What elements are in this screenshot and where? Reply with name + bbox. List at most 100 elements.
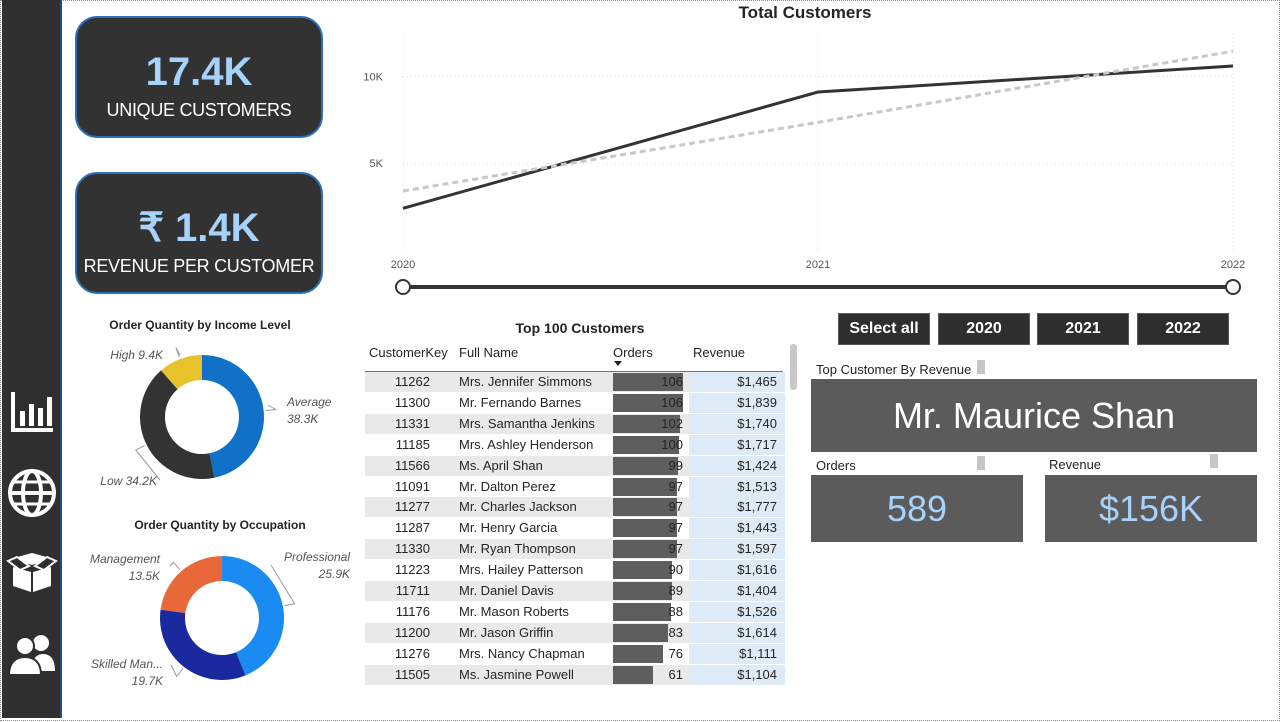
slider-handle-start[interactable] xyxy=(395,279,411,295)
cell-orders: 102 xyxy=(661,415,683,431)
cell-fullname: Mr. Fernando Barnes xyxy=(459,394,582,410)
cell-fullname: Mrs. Jennifer Simmons xyxy=(459,374,592,389)
cell-orders: 100 xyxy=(661,436,683,452)
donut-label: 38.3K xyxy=(287,412,319,426)
revenue-per-customer-value: ₹ 1.4K xyxy=(138,206,260,250)
series-line[interactable] xyxy=(402,49,1234,193)
header-customerkey[interactable]: CustomerKey xyxy=(369,345,448,360)
orders-data-bar xyxy=(613,477,678,496)
cell-fullname: Ms. April Shan xyxy=(459,457,543,473)
cell-fullname: Mr. Henry Garcia xyxy=(459,520,558,536)
revenue-cell-background xyxy=(689,476,785,497)
cell-orders: 106 xyxy=(661,394,683,410)
cell-revenue: $1,717 xyxy=(737,436,777,452)
table-row[interactable]: 11185 Mrs. Ashley Henderson 100 $1,717 xyxy=(365,434,785,455)
revenue-cell-background xyxy=(689,518,785,539)
orders-data-bar xyxy=(613,561,673,580)
orders-card-value: 589 xyxy=(811,475,1023,542)
revenue-cell-background xyxy=(689,664,785,685)
donut-slice[interactable] xyxy=(160,556,222,613)
leader-line xyxy=(265,404,278,412)
donut-label: 19.7K xyxy=(132,674,164,688)
visual-header-marker xyxy=(977,456,985,470)
donut-label: Professional xyxy=(284,550,350,564)
cell-fullname: Mrs. Ashley Henderson xyxy=(459,436,594,452)
total-customers-line-chart[interactable]: 5K 10K 2020 2021 2022 xyxy=(355,25,1255,305)
donut-label: Low 34.2K xyxy=(100,474,158,488)
filter-select-all-button[interactable]: Select all xyxy=(838,313,930,345)
cell-revenue: $1,404 xyxy=(737,583,777,598)
cell-customerkey: 11711 xyxy=(395,583,430,598)
table-row[interactable]: 11223 Mrs. Hailey Patterson 90 $1,616 xyxy=(365,560,785,581)
donut-slice[interactable] xyxy=(160,609,246,680)
table-row[interactable]: 11331 Mrs. Samantha Jenkins 102 $1,740 xyxy=(365,413,785,434)
revenue-cell-background xyxy=(689,601,785,622)
table-scrollbar[interactable] xyxy=(790,344,797,390)
table-row[interactable]: 11505 Ms. Jasmine Powell 61 $1,104 xyxy=(365,664,785,685)
table-row[interactable]: 11277 Mr. Charles Jackson 97 $1,777 xyxy=(365,497,785,518)
donut-slice[interactable] xyxy=(202,355,265,478)
orders-data-bar xyxy=(613,582,672,600)
cell-orders: 97 xyxy=(668,478,683,494)
revenue-cell-background xyxy=(689,560,785,581)
orders-data-bar xyxy=(613,435,680,454)
cell-customerkey: 11277 xyxy=(394,499,430,515)
cell-customerkey: 11276 xyxy=(394,645,430,661)
globe-icon[interactable] xyxy=(5,466,59,520)
cell-revenue: $1,424 xyxy=(737,457,777,473)
table-row[interactable]: 11300 Mr. Fernando Barnes 106 $1,839 xyxy=(365,392,785,413)
cell-customerkey: 11505 xyxy=(394,666,430,682)
cell-orders: 90 xyxy=(668,562,683,578)
header-fullname[interactable]: Full Name xyxy=(459,345,519,360)
donut-slice[interactable] xyxy=(222,556,284,676)
box-icon[interactable] xyxy=(5,545,59,599)
filter-2022-button[interactable]: 2022 xyxy=(1137,313,1229,345)
cell-customerkey: 11176 xyxy=(395,603,430,619)
unique-customers-card: 17.4K UNIQUE CUSTOMERS xyxy=(75,16,323,138)
income-donut-chart[interactable]: Average 38.3K Low 34.2K High 9.4K xyxy=(60,335,360,505)
table-row[interactable]: 11176 Mr. Mason Roberts 88 $1,526 xyxy=(365,601,785,622)
cell-revenue: $1,111 xyxy=(739,645,777,661)
table-row[interactable]: 11287 Mr. Henry Garcia 97 $1,443 xyxy=(365,518,785,539)
filter-2021-button[interactable]: 2021 xyxy=(1037,313,1129,345)
table-row[interactable]: 11276 Mrs. Nancy Chapman 76 $1,111 xyxy=(365,643,785,664)
leader-line xyxy=(170,664,184,678)
table-row[interactable]: 11262 Mrs. Jennifer Simmons 106 $1,465 xyxy=(365,372,785,392)
occupation-donut-chart[interactable]: Professional 25.9K Skilled Man... 19.7K Mana… xyxy=(60,535,360,705)
donut-slice[interactable] xyxy=(140,370,215,479)
table-row[interactable]: 11330 Mr. Ryan Thompson 97 $1,597 xyxy=(365,539,785,560)
header-orders[interactable]: Orders xyxy=(613,345,653,360)
header-revenue[interactable]: Revenue xyxy=(693,345,746,360)
orders-data-bar xyxy=(613,414,681,433)
users-icon[interactable] xyxy=(5,627,59,681)
table-title: Top 100 Customers xyxy=(515,320,645,336)
cell-fullname: Mrs. Hailey Patterson xyxy=(459,562,584,578)
table-row[interactable]: 11200 Mr. Jason Griffin 83 $1,614 xyxy=(365,622,785,643)
donut-label: High 9.4K xyxy=(110,348,164,362)
table-row[interactable]: 11566 Ms. April Shan 99 $1,424 xyxy=(365,455,785,476)
orders-card-label: Orders xyxy=(816,458,856,473)
cell-orders: 89 xyxy=(668,583,683,598)
chart-icon[interactable] xyxy=(5,384,59,438)
donut-label: 13.5K xyxy=(129,569,161,583)
revenue-cell-background xyxy=(689,643,785,664)
donut-label: Management xyxy=(90,552,161,566)
table-row[interactable]: 11091 Mr. Dalton Perez 97 $1,513 xyxy=(365,476,785,497)
cell-customerkey: 11223 xyxy=(394,562,430,578)
donut-slice[interactable] xyxy=(161,355,202,390)
filter-2020-button[interactable]: 2020 xyxy=(938,313,1030,345)
slider-handle-end[interactable] xyxy=(1225,279,1241,295)
cell-revenue: $1,597 xyxy=(737,541,777,557)
orders-data-bar xyxy=(613,602,672,621)
top-customer-label: Top Customer By Revenue xyxy=(816,362,972,377)
cell-fullname: Mr. Mason Roberts xyxy=(459,603,569,619)
top-customers-table[interactable]: CustomerKey Full Name Orders Revenue 112… xyxy=(365,340,785,685)
cell-revenue: $1,614 xyxy=(737,624,777,640)
x-tick-label: 2021 xyxy=(806,259,830,271)
table-row[interactable]: 11711 Mr. Daniel Davis 89 $1,404 xyxy=(365,581,785,601)
revenue-per-customer-label: REVENUE PER CUSTOMER xyxy=(83,256,315,276)
revenue-card-label: Revenue xyxy=(1049,457,1102,472)
orders-data-bar xyxy=(613,665,654,684)
cell-fullname: Mr. Charles Jackson xyxy=(459,499,577,515)
revenue-card-value: $156K xyxy=(1045,475,1257,542)
